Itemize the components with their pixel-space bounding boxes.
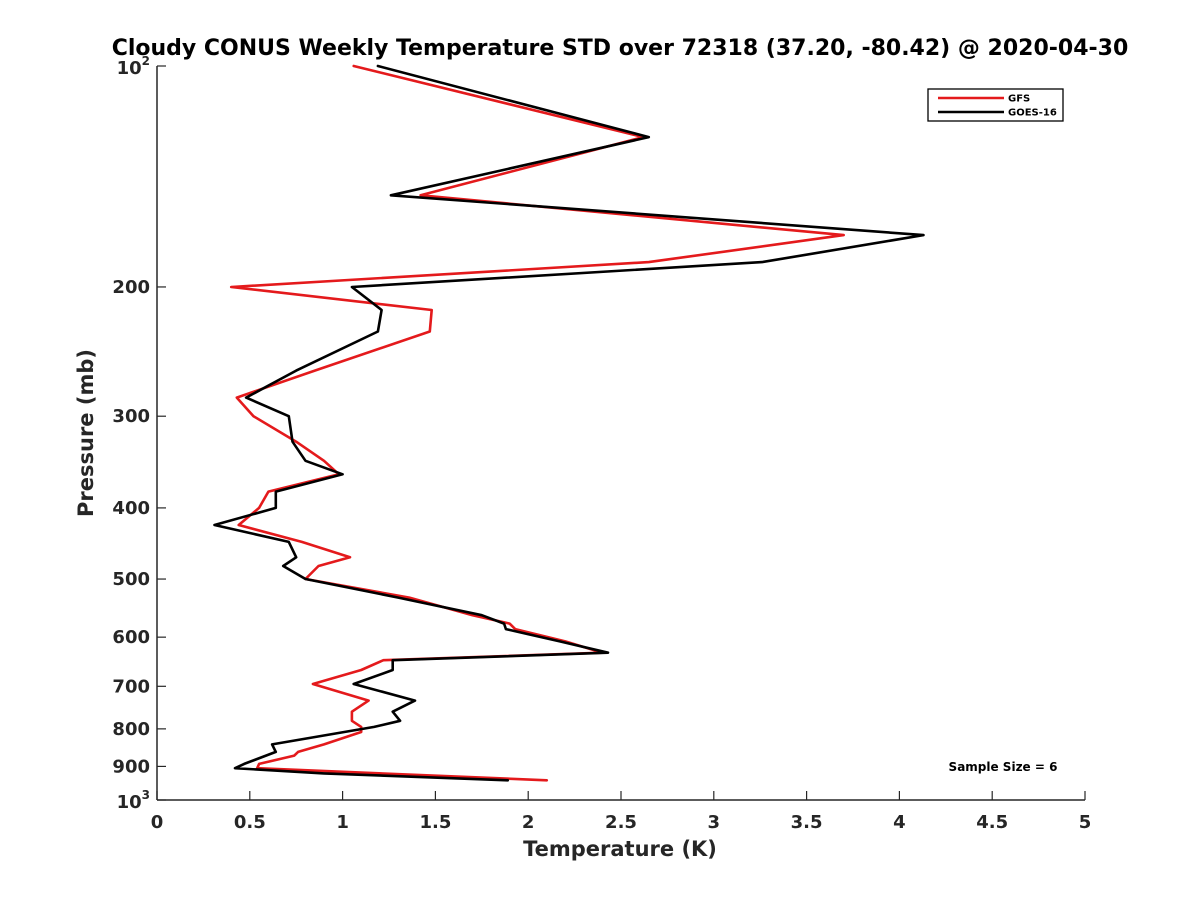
x-axis-label: Temperature (K) [523,837,717,861]
y-tick-label: 600 [112,627,150,648]
x-tick-label: 1.5 [419,812,451,833]
legend-label: GFS [1008,94,1030,105]
y-exp-tick-label: 102 [117,54,150,79]
axes: 0 0.5 1 1.5 2 2.5 3 3.5 4 4.5 5 200 300 400 500 600 700 8… [112,54,1091,833]
y-tick-label: 200 [112,277,150,298]
series-line-goes-16 [213,64,925,782]
x-tick-label: 0 [151,812,164,833]
x-tick-label: 2 [522,812,535,833]
y-tick-label: 500 [112,569,150,590]
x-tick-label: 4.5 [976,812,1008,833]
x-tick-label: 5 [1079,812,1092,833]
y-axis-label: Pressure (mb) [74,349,98,517]
y-exp-tick-label: 103 [117,788,150,813]
x-tick-label: 0.5 [234,812,266,833]
legend: GFS GOES-16 [927,88,1064,122]
sample-size-annotation: Sample Size = 6 [949,760,1058,774]
legend-label: GOES-16 [1008,108,1057,119]
series-lines [213,64,925,782]
x-tick-label: 3.5 [791,812,823,833]
x-tick-label: 4 [893,812,906,833]
y-tick-label: 900 [112,756,150,777]
y-tick-label: 400 [112,498,150,519]
chart-title: Cloudy CONUS Weekly Temperature STD over… [112,36,1129,61]
x-tick-label: 3 [708,812,721,833]
y-tick-label: 300 [112,406,150,427]
y-tick-label: 700 [112,676,150,697]
y-tick-label: 800 [112,719,150,740]
series-line-gfs [229,64,846,782]
x-tick-label: 2.5 [605,812,637,833]
legend-box [927,88,1064,122]
x-tick-label: 1 [336,812,349,833]
